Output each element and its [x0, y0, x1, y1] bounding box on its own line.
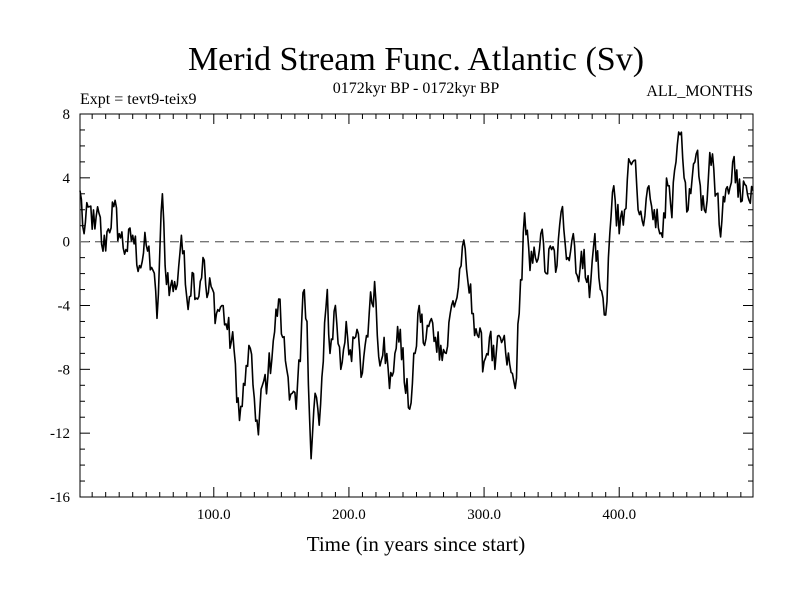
x-tick-label: 100.0	[197, 507, 231, 523]
y-tick-label: -16	[50, 490, 70, 506]
series-line-0	[79, 131, 754, 460]
y-tick-label: 0	[63, 235, 71, 251]
chart-title: Merid Stream Func. Atlantic (Sv)	[188, 41, 644, 78]
plot-area: 100.0 200.0 300.0 400.0 -16 -12 -8 -4 0 4 8	[50, 107, 754, 523]
y-tick-label: -8	[58, 362, 71, 378]
y-tick-label: 4	[63, 171, 71, 187]
y-tick-label: -4	[58, 299, 71, 315]
x-tick-label: 200.0	[332, 507, 366, 523]
x-axis-label: Time (in years since start)	[307, 532, 526, 556]
period-label: 0172kyr BP - 0172kyr BP	[333, 80, 500, 97]
x-tick-label: 400.0	[602, 507, 636, 523]
y-tick-label: 8	[63, 107, 71, 123]
experiment-label: Expt = tevt9-teix9	[80, 91, 197, 108]
y-tick-label: -12	[50, 426, 70, 442]
x-tick-label: 300.0	[467, 507, 501, 523]
months-label: ALL_MONTHS	[646, 83, 753, 100]
